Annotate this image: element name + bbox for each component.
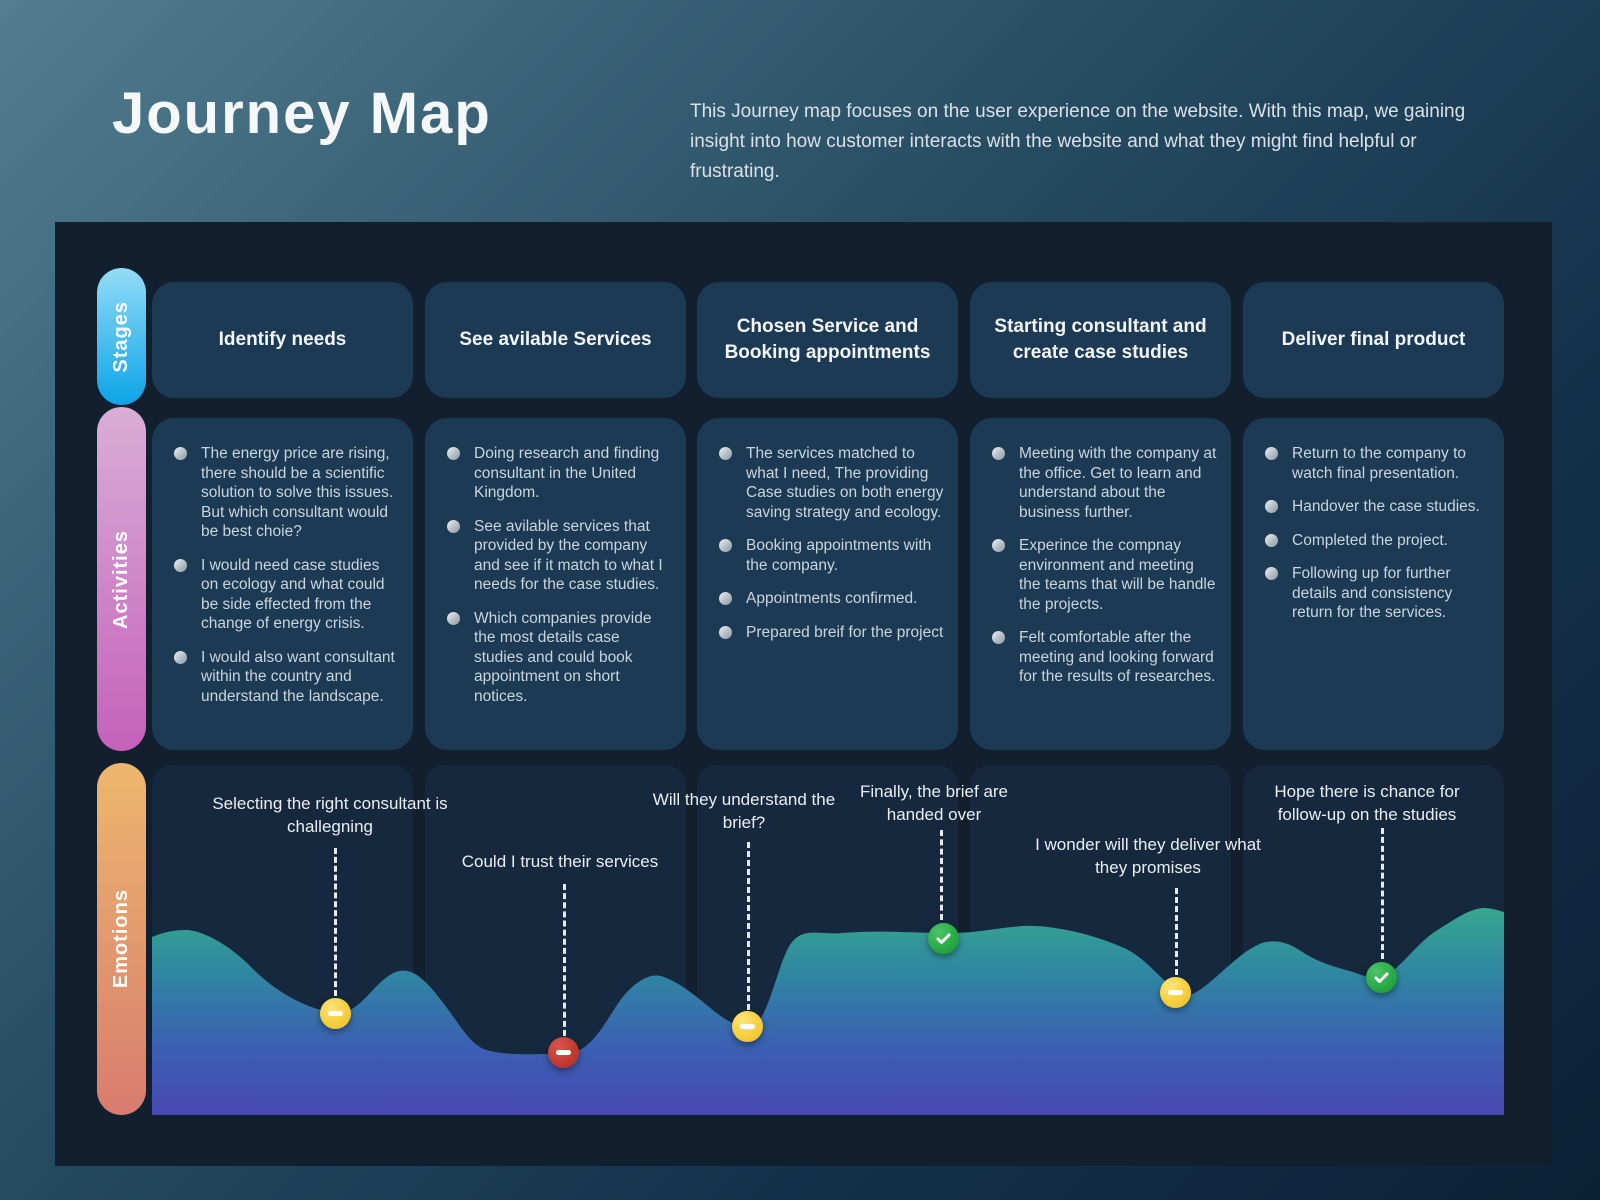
dashed-connector-5	[1174, 888, 1178, 975]
emotion-label-2: Could I trust their services	[461, 852, 659, 871]
neutral-minus-marker-3	[1160, 977, 1191, 1008]
activities-list: The services matched to what I need, The…	[717, 444, 944, 642]
page-title: Journey Map	[112, 81, 492, 146]
row-label-emotions: Emotions	[97, 763, 146, 1115]
activity-item: See avilable services that provided by t…	[445, 517, 672, 595]
activity-item: Booking appointments with the company.	[717, 536, 944, 575]
activity-item: Appointments confirmed.	[717, 589, 944, 609]
stage-title: Deliver final product	[1281, 329, 1466, 351]
stage-card-starting-consultant: Starting consultant and create case stud…	[970, 282, 1231, 398]
emotion-wave-chart	[152, 908, 1504, 1115]
activities-card-4: Meeting with the company at the office. …	[970, 418, 1231, 750]
activity-item: I would need case studies on ecology and…	[172, 556, 399, 634]
activity-item: Handover the case studies.	[1263, 497, 1490, 517]
activities-card-2: Doing research and finding consultant in…	[425, 418, 686, 750]
check-icon	[934, 929, 953, 948]
negative-minus-marker	[548, 1037, 579, 1068]
stage-title: Starting consultant and create case stud…	[994, 316, 1207, 363]
emotion-label-1: Selecting the right consultant is challe…	[212, 794, 448, 836]
activities-list: Meeting with the company at the office. …	[990, 444, 1217, 687]
stage-card-see-services: See avilable Services	[425, 282, 686, 398]
dashed-connector-3	[746, 842, 750, 1010]
activity-item: Completed the project.	[1263, 531, 1490, 551]
activity-item: Return to the company to watch final pre…	[1263, 444, 1490, 483]
activity-item: The services matched to what I need, The…	[717, 444, 944, 522]
stage-title: Identify needs	[218, 329, 347, 351]
stage-card-chosen-service: Chosen Service and Booking appointments	[697, 282, 958, 398]
row-label-activities: Activities	[97, 407, 146, 751]
row-label-stages: Stages	[97, 268, 146, 405]
emotion-label-4: Finally, the brief are handed over	[859, 782, 1009, 824]
row-label-stages-text: Stages	[110, 300, 132, 373]
positive-check-marker-1	[928, 923, 959, 954]
emotion-label-3: Will they understand the brief?	[652, 790, 836, 832]
activities-list: Doing research and finding consultant in…	[445, 444, 672, 706]
dashed-connector-6	[1380, 828, 1384, 959]
activity-item: Felt comfortable after the meeting and l…	[990, 628, 1217, 687]
neutral-minus-marker-1	[320, 998, 351, 1029]
activity-item: Experince the compnay environment and me…	[990, 536, 1217, 614]
activities-card-3: The services matched to what I need, The…	[697, 418, 958, 750]
activity-item: Doing research and finding consultant in…	[445, 444, 672, 503]
emotion-wave-path	[152, 908, 1504, 1115]
minus-icon	[556, 1050, 571, 1055]
row-label-activities-text: Activities	[110, 529, 132, 629]
activities-card-1: The energy price are rising, there shoul…	[152, 418, 413, 750]
activities-list: The energy price are rising, there shoul…	[172, 444, 399, 706]
activities-card-5: Return to the company to watch final pre…	[1243, 418, 1504, 750]
stage-card-deliver-product: Deliver final product	[1243, 282, 1504, 398]
minus-icon	[1168, 990, 1183, 995]
activity-item: Which companies provide the most details…	[445, 609, 672, 707]
activities-list: Return to the company to watch final pre…	[1263, 444, 1490, 623]
row-label-emotions-text: Emotions	[110, 889, 132, 989]
stage-title: See avilable Services	[459, 329, 652, 351]
check-icon	[1372, 968, 1391, 987]
activity-item: Prepared breif for the project	[717, 623, 944, 643]
dashed-connector-4	[939, 830, 943, 920]
stage-card-identify-needs: Identify needs	[152, 282, 413, 398]
minus-icon	[328, 1011, 343, 1016]
minus-icon	[740, 1024, 755, 1029]
emotion-label-5: I wonder will they deliver what they pro…	[1035, 835, 1261, 877]
activity-item: I would also want consultant within the …	[172, 648, 399, 707]
activity-item: Meeting with the company at the office. …	[990, 444, 1217, 522]
positive-check-marker-2	[1366, 962, 1397, 993]
emotion-label-6: Hope there is chance for follow-up on th…	[1274, 782, 1460, 824]
page-description: This Journey map focuses on the user exp…	[690, 101, 1466, 182]
neutral-minus-marker-2	[732, 1011, 763, 1042]
activity-item: The energy price are rising, there shoul…	[172, 444, 399, 542]
dashed-connector-2	[562, 884, 566, 1036]
dashed-connector-1	[333, 848, 337, 996]
stage-title: Chosen Service and Booking appointments	[724, 316, 931, 363]
activity-item: Following up for further details and con…	[1263, 564, 1490, 623]
